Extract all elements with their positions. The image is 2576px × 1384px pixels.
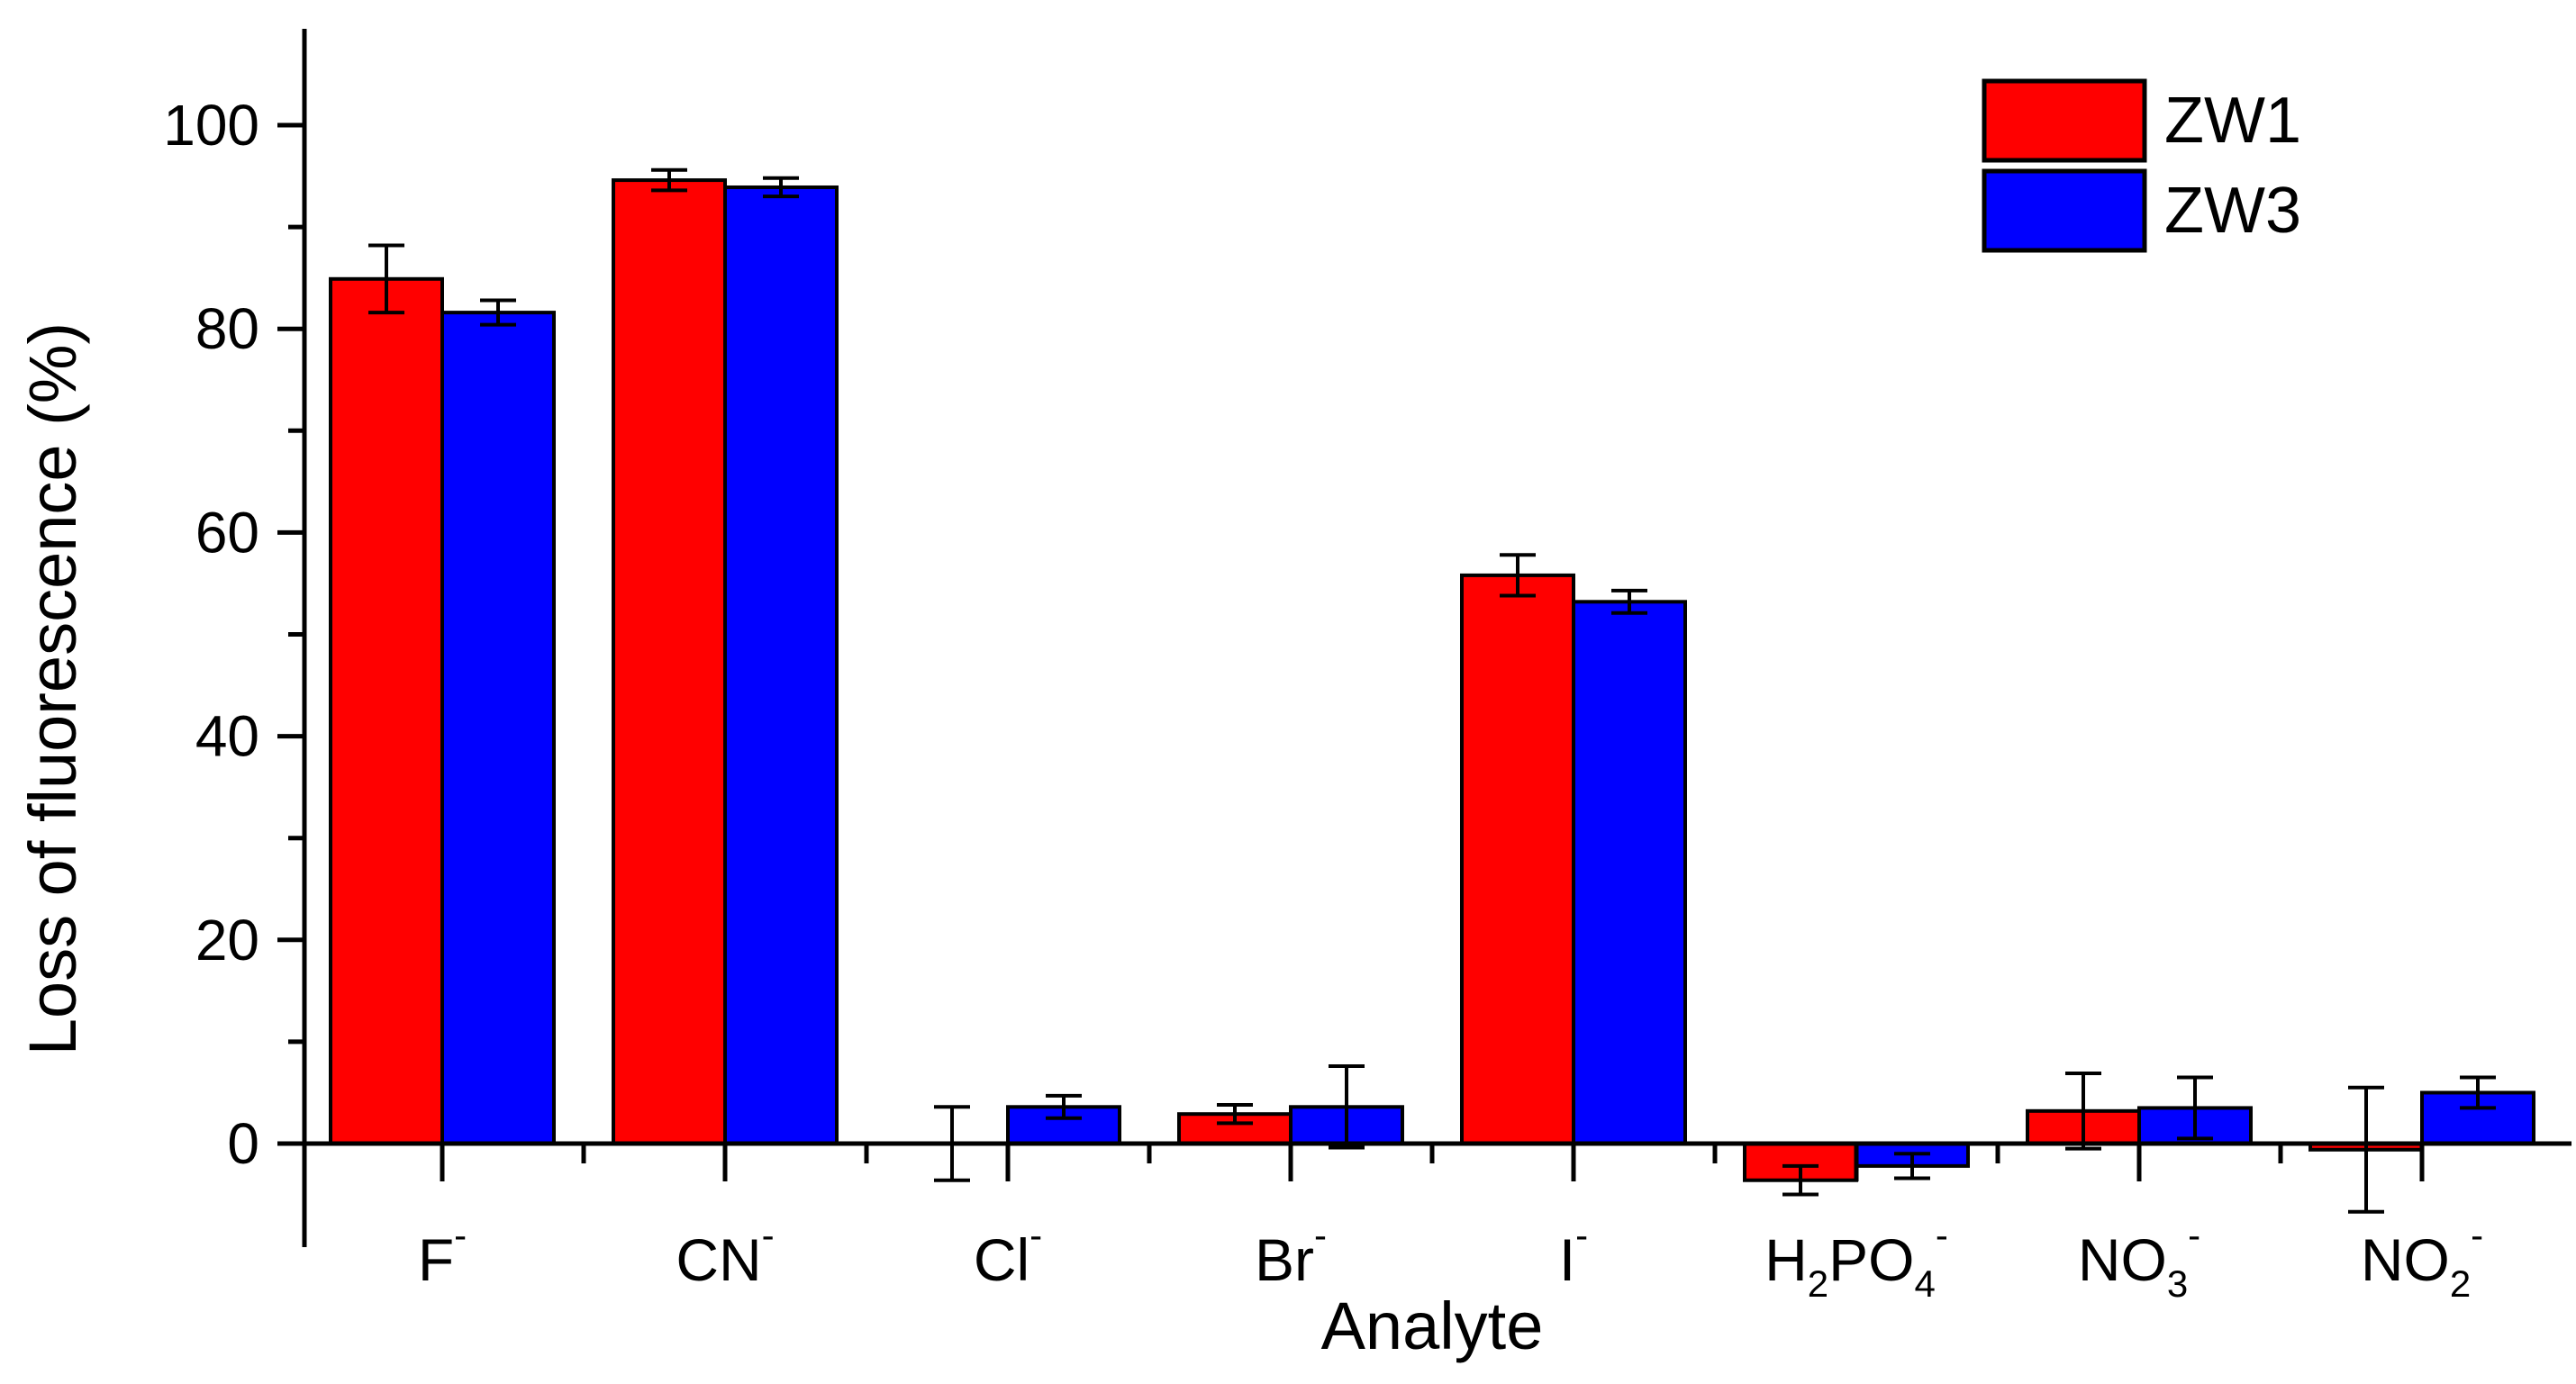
x-tick-label: Cl- — [974, 1214, 1042, 1293]
error-bar-zw1-5 — [1782, 1163, 1819, 1197]
error-bar-zw1-4 — [1500, 553, 1536, 598]
error-bar-zw3-0 — [480, 298, 516, 327]
y-axis-title: Loss of fluorescence (%) — [15, 322, 90, 1055]
legend-label: ZW1 — [2164, 85, 2301, 157]
y-tick-label: 40 — [195, 704, 259, 769]
y-tick-label: 80 — [195, 296, 259, 361]
bar-zw1-4 — [1460, 573, 1575, 1145]
error-bar-zw1-7 — [2348, 1085, 2384, 1214]
x-tick-label: Br- — [1255, 1214, 1327, 1293]
x-tick-label: F- — [418, 1214, 467, 1293]
x-axis-title: Analyte — [1321, 1289, 1544, 1363]
error-bars-layer — [368, 167, 2496, 1214]
legend-swatch — [1982, 78, 2147, 163]
error-bar-zw1-0 — [368, 243, 404, 315]
legend-item-zw3: ZW3 — [1982, 168, 2301, 253]
error-bar-zw3-6 — [2177, 1075, 2213, 1141]
x-tick-label: I- — [1559, 1214, 1588, 1293]
legend-swatch — [1982, 168, 2147, 253]
legend-item-zw1: ZW1 — [1982, 78, 2301, 163]
error-bar-zw3-4 — [1611, 588, 1647, 615]
bar-zw3-0 — [440, 311, 556, 1145]
bar-zw3-1 — [723, 185, 839, 1146]
error-bar-zw3-3 — [1329, 1064, 1365, 1150]
labels-layer: 0 20 40 60 80 100 F- CN- Cl- Br- I- H2PO4- NO3- NO2- A… — [15, 93, 2483, 1363]
bars-layer — [329, 178, 2535, 1182]
axes-layer — [277, 29, 2571, 1247]
y-tick-label: 20 — [195, 908, 259, 972]
bar-zw1-1 — [612, 178, 727, 1146]
error-bar-zw1-1 — [651, 167, 687, 193]
error-bar-zw3-2 — [1046, 1093, 1082, 1120]
x-tick-label: NO2- — [2361, 1214, 2483, 1305]
y-tick-label: 100 — [163, 93, 259, 158]
error-bar-zw1-3 — [1217, 1103, 1253, 1126]
bar-zw3-4 — [1572, 600, 1687, 1145]
legend-label: ZW3 — [2164, 175, 2301, 247]
y-tick-label: 0 — [227, 1111, 259, 1176]
error-bar-zw3-1 — [763, 176, 799, 199]
bar-zw1-0 — [329, 276, 444, 1145]
x-tick-label: NO3- — [2078, 1214, 2200, 1305]
error-bar-zw1-6 — [2065, 1071, 2101, 1151]
x-tick-label: H2PO4- — [1764, 1214, 1948, 1305]
y-tick-label: 60 — [195, 500, 259, 565]
error-bar-zw3-7 — [2460, 1075, 2496, 1110]
x-tick-label: CN- — [676, 1214, 774, 1293]
error-bar-zw3-5 — [1894, 1152, 1930, 1180]
